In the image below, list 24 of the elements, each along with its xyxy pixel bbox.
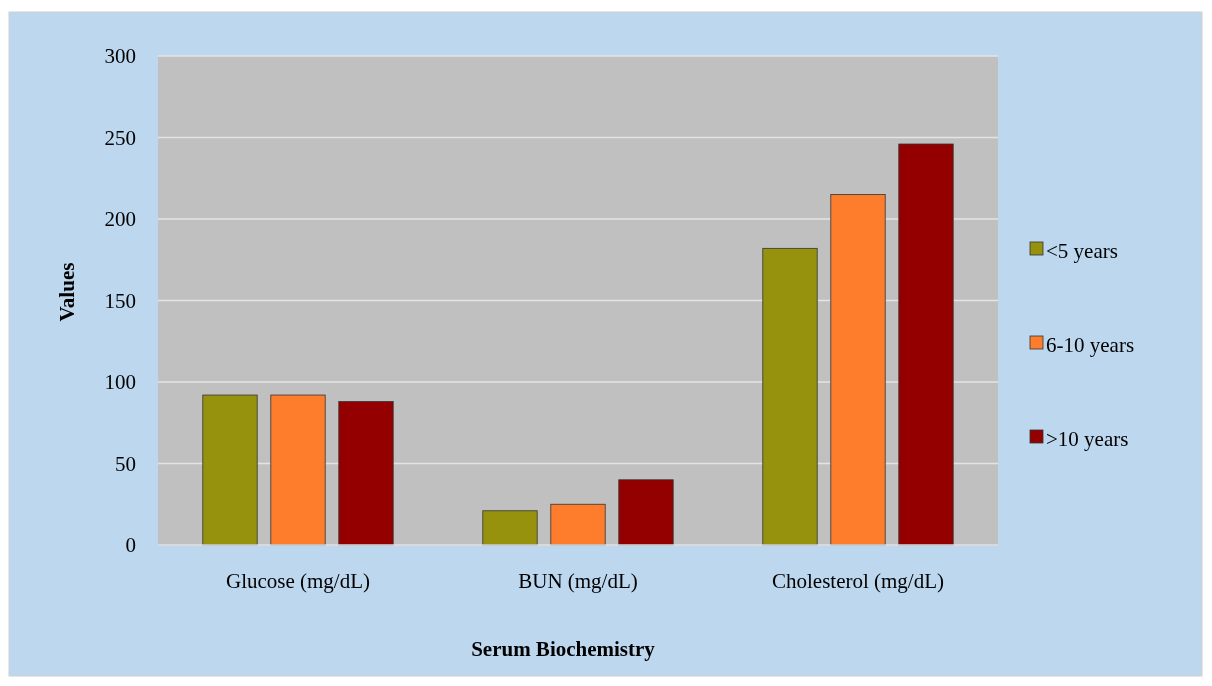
y-tick-label: 100	[104, 370, 136, 395]
bar	[482, 510, 538, 546]
legend-label: >10 years	[1046, 427, 1129, 452]
legend-label: <5 years	[1046, 239, 1118, 264]
bar	[618, 479, 674, 546]
x-tick-label: Cholesterol (mg/dL)	[771, 569, 945, 593]
y-tick-label: 0	[125, 533, 136, 558]
y-tick-label: 200	[104, 207, 136, 232]
bar	[338, 401, 394, 546]
y-tick-label: 250	[104, 125, 136, 150]
x-axis-title: Serum Biochemistry	[471, 637, 656, 661]
bar	[762, 247, 818, 546]
x-tick-label: BUN (mg/dL)	[518, 569, 638, 593]
bar	[830, 194, 886, 546]
bar	[202, 394, 258, 546]
bar	[550, 503, 606, 546]
bar	[898, 143, 954, 546]
y-tick-label: 300	[104, 44, 136, 69]
y-tick-label: 150	[104, 288, 136, 313]
y-tick-label: 50	[115, 451, 136, 476]
legend-label: 6-10 years	[1046, 333, 1135, 358]
y-axis-title: Values	[55, 262, 79, 322]
x-tick-label: Glucose (mg/dL)	[225, 569, 371, 593]
bar	[270, 394, 326, 546]
